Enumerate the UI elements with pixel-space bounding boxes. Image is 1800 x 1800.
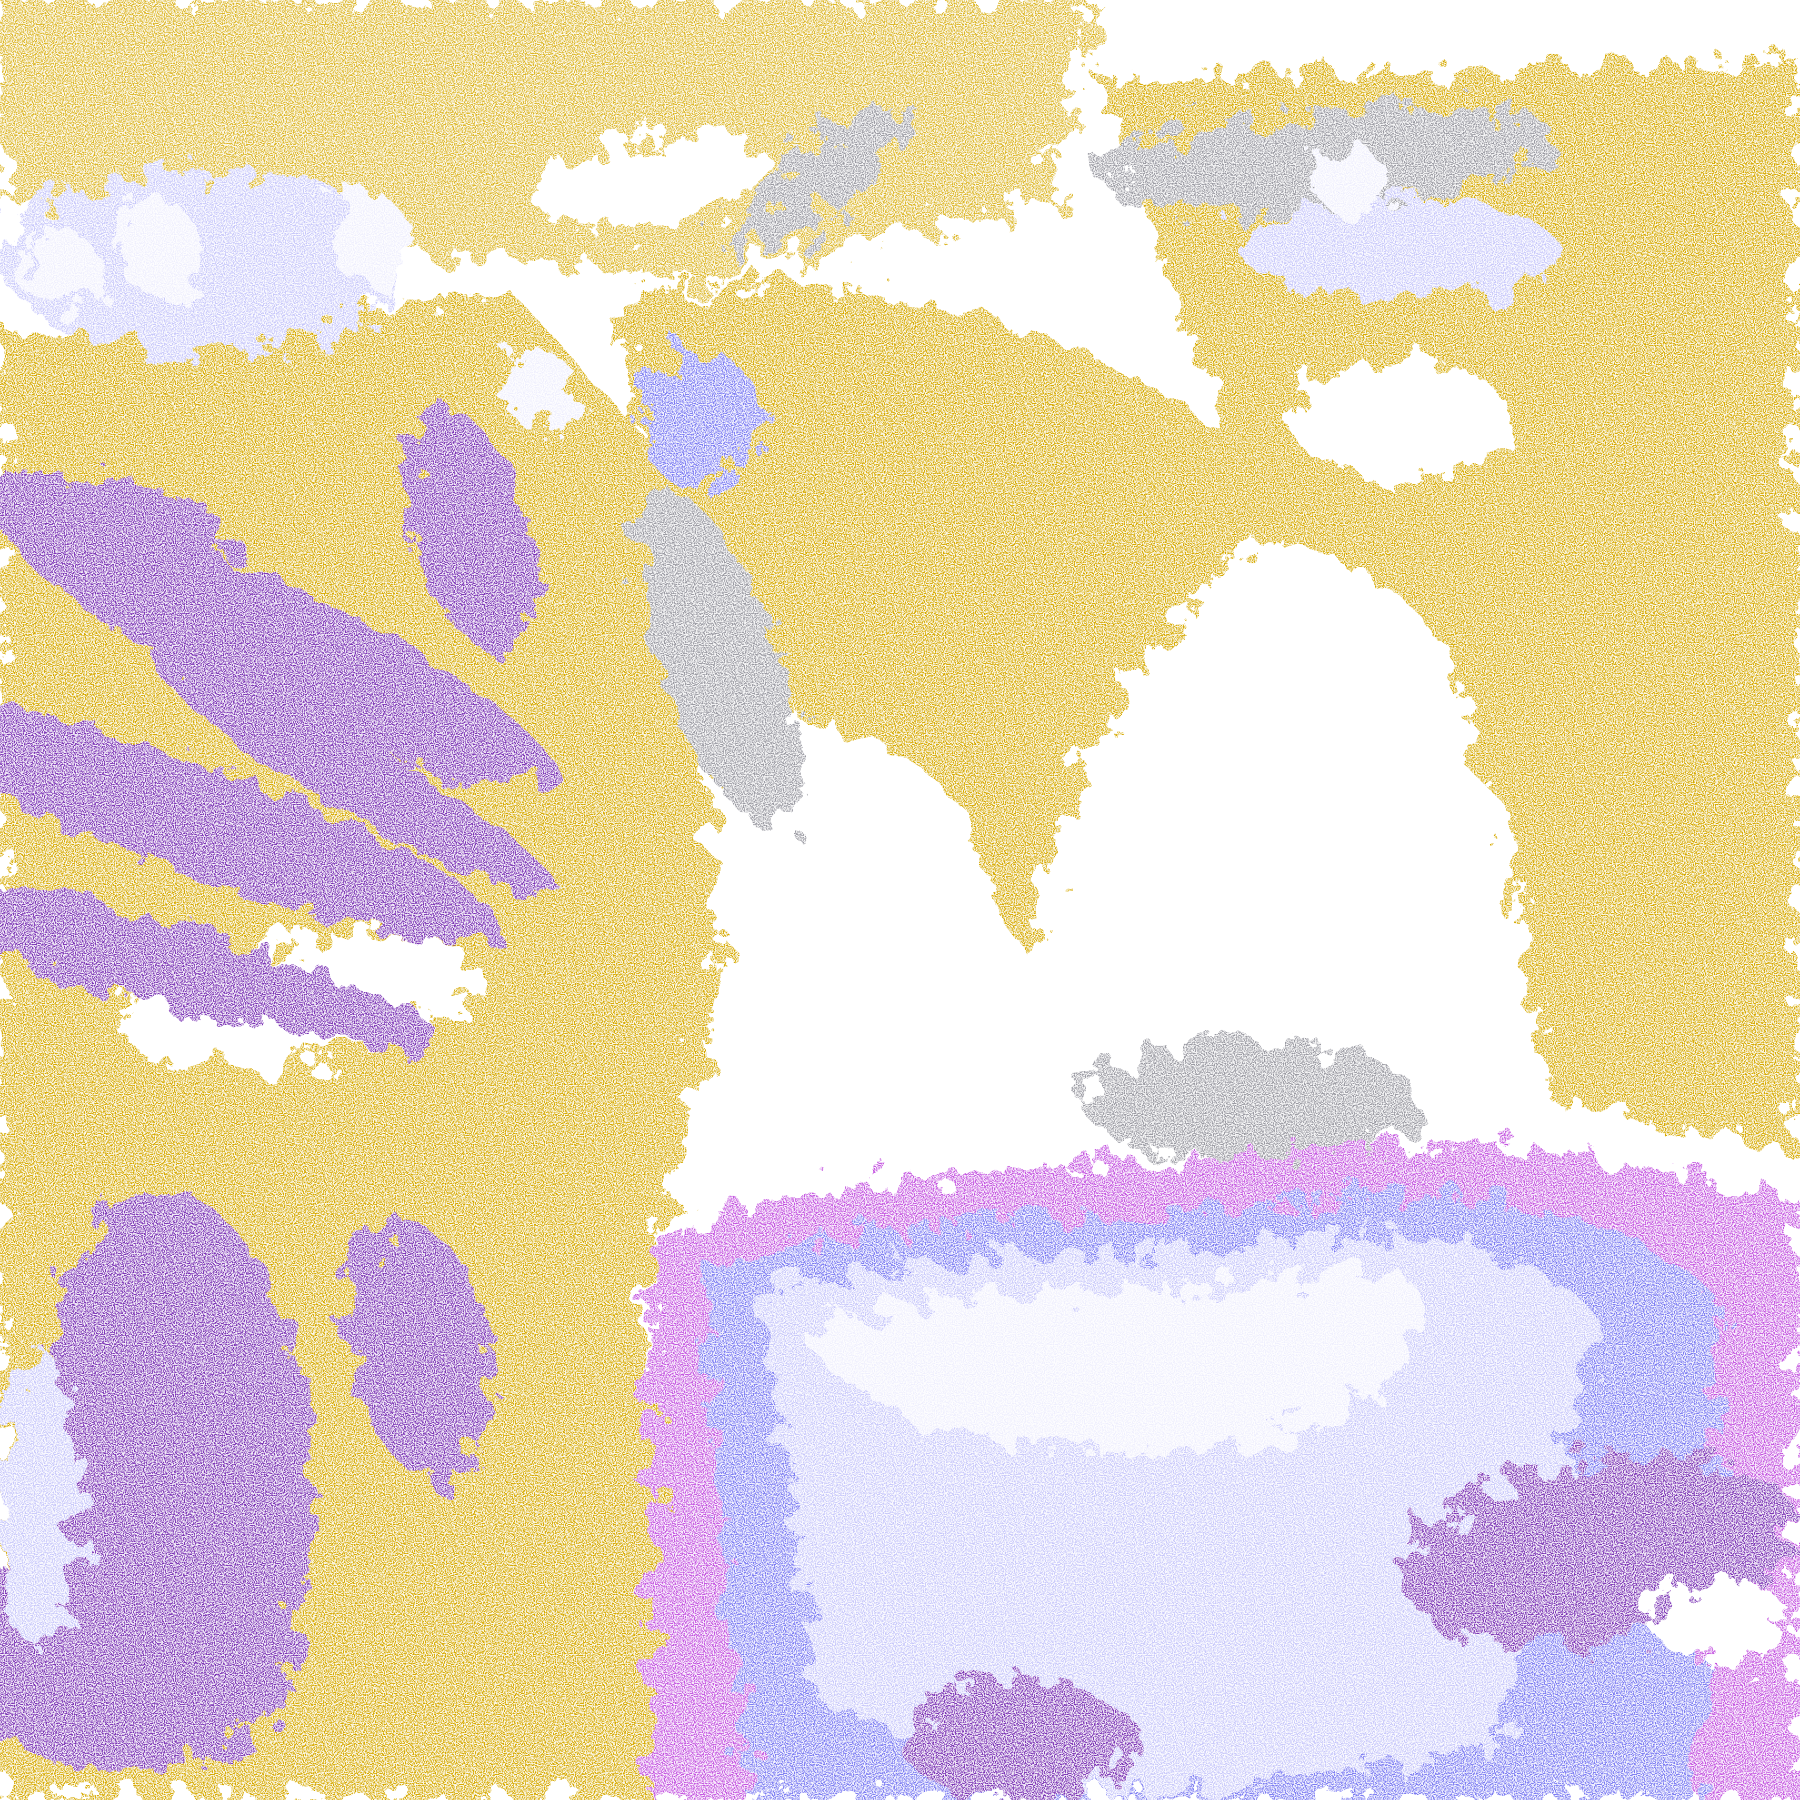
satellite-classification-map [0, 0, 1800, 1800]
